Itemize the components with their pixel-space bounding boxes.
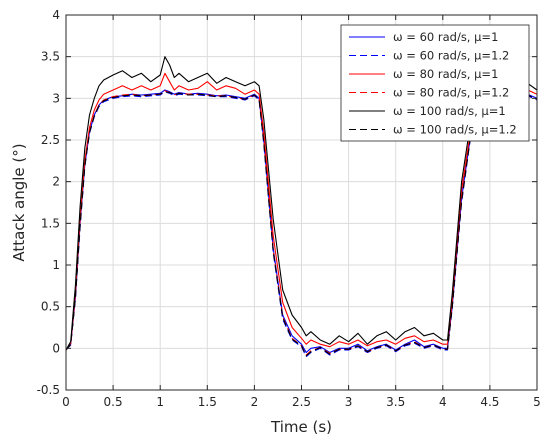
series-line-5 bbox=[65, 56, 538, 351]
legend-entry: ω = 60 rad/s, μ=1 bbox=[393, 30, 498, 44]
y-tick-label: 0.5 bbox=[41, 300, 60, 314]
legend-entry: ω = 60 rad/s, μ=1.2 bbox=[393, 49, 509, 63]
x-axis-label: Time (s) bbox=[270, 418, 332, 436]
legend: ω = 60 rad/s, μ=1 ω = 60 rad/s, μ=1.2 ω = … bbox=[340, 24, 530, 142]
y-tick-label: 1 bbox=[52, 258, 60, 272]
y-tick-label: 2 bbox=[52, 175, 60, 189]
x-tick-label: 1 bbox=[156, 395, 164, 409]
y-tick-label: 2.5 bbox=[41, 133, 60, 147]
legend-box bbox=[340, 24, 530, 142]
legend-entry: ω = 100 rad/s, μ=1.2 bbox=[393, 123, 517, 137]
x-tick-label: 3 bbox=[345, 395, 353, 409]
y-tick-label: 0 bbox=[52, 341, 60, 355]
legend-entry: ω = 80 rad/s, μ=1.2 bbox=[393, 86, 509, 100]
x-tick-label: 4 bbox=[439, 395, 447, 409]
legend-entry: ω = 80 rad/s, μ=1 bbox=[393, 67, 498, 81]
x-tick-label: 2.5 bbox=[292, 395, 311, 409]
x-tick-label: 1.5 bbox=[198, 395, 217, 409]
series-lines bbox=[65, 56, 538, 358]
y-axis-label: Attack angle (°) bbox=[10, 143, 28, 261]
legend-entry: ω = 100 rad/s, μ=1 bbox=[393, 104, 506, 118]
x-tick-label: 0.5 bbox=[104, 395, 123, 409]
x-tick-label: 3.5 bbox=[386, 395, 405, 409]
y-tick-label: 3 bbox=[52, 91, 60, 105]
x-tick-label: 4.5 bbox=[480, 395, 499, 409]
x-tick-label: 5 bbox=[533, 395, 541, 409]
x-tick-label: 2 bbox=[251, 395, 259, 409]
ticks: 0 0.5 1 1.5 2 2.5 3 3.5 4 4.5 5-0.500.511.522.533.… bbox=[37, 8, 541, 409]
y-tick-label: -0.5 bbox=[37, 383, 60, 397]
y-tick-label: 4 bbox=[52, 8, 60, 22]
y-tick-label: 1.5 bbox=[41, 216, 60, 230]
x-tick-label: 0 bbox=[62, 395, 70, 409]
y-tick-label: 3.5 bbox=[41, 50, 60, 64]
